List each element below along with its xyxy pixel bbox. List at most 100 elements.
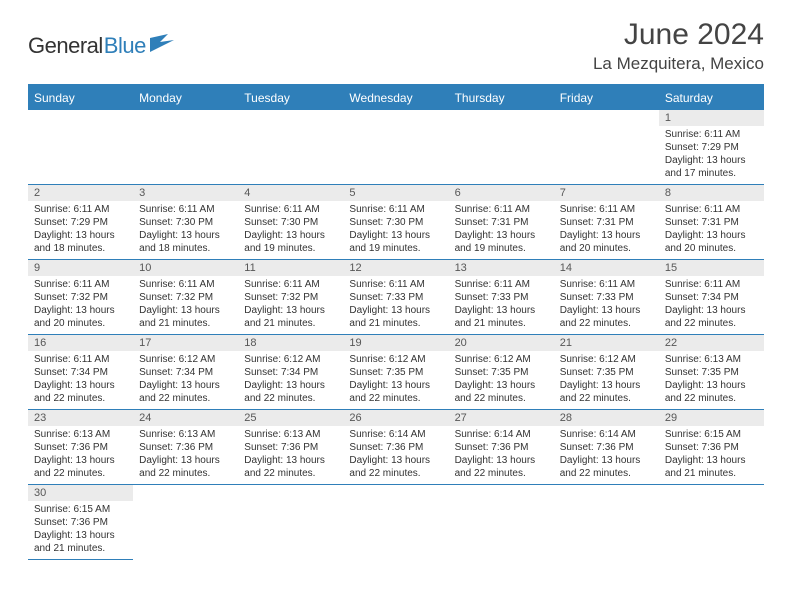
daylight-line-2: and 20 minutes. — [34, 317, 127, 330]
daylight-line-1: Daylight: 13 hours — [139, 379, 232, 392]
calendar-cell: 16Sunrise: 6:11 AMSunset: 7:34 PMDayligh… — [28, 335, 133, 410]
daylight-line-1: Daylight: 13 hours — [560, 304, 653, 317]
daylight-line-2: and 22 minutes. — [349, 392, 442, 405]
sunset-line: Sunset: 7:31 PM — [665, 216, 758, 229]
daylight-line-1: Daylight: 13 hours — [349, 304, 442, 317]
daylight-line-2: and 22 minutes. — [560, 317, 653, 330]
daylight-line-2: and 22 minutes. — [349, 467, 442, 480]
sunrise-line: Sunrise: 6:14 AM — [560, 428, 653, 441]
day-details: Sunrise: 6:11 AMSunset: 7:31 PMDaylight:… — [554, 201, 659, 259]
calendar-cell: 29Sunrise: 6:15 AMSunset: 7:36 PMDayligh… — [659, 410, 764, 485]
daylight-line-1: Daylight: 13 hours — [244, 379, 337, 392]
daylight-line-1: Daylight: 13 hours — [665, 379, 758, 392]
calendar-cell: 9Sunrise: 6:11 AMSunset: 7:32 PMDaylight… — [28, 260, 133, 335]
calendar-cell: 22Sunrise: 6:13 AMSunset: 7:35 PMDayligh… — [659, 335, 764, 410]
daylight-line-1: Daylight: 13 hours — [34, 304, 127, 317]
title-block: June 2024 La Mezquitera, Mexico — [593, 18, 764, 74]
calendar-cell: 7Sunrise: 6:11 AMSunset: 7:31 PMDaylight… — [554, 185, 659, 260]
sunset-line: Sunset: 7:36 PM — [560, 441, 653, 454]
calendar-week: 30Sunrise: 6:15 AMSunset: 7:36 PMDayligh… — [28, 485, 764, 560]
calendar-cell: 23Sunrise: 6:13 AMSunset: 7:36 PMDayligh… — [28, 410, 133, 485]
daylight-line-2: and 20 minutes. — [665, 242, 758, 255]
daylight-line-2: and 22 minutes. — [244, 467, 337, 480]
sunrise-line: Sunrise: 6:11 AM — [34, 278, 127, 291]
daylight-line-1: Daylight: 13 hours — [139, 229, 232, 242]
day-details: Sunrise: 6:11 AMSunset: 7:32 PMDaylight:… — [238, 276, 343, 334]
calendar-cell: 2Sunrise: 6:11 AMSunset: 7:29 PMDaylight… — [28, 185, 133, 260]
sunrise-line: Sunrise: 6:12 AM — [244, 353, 337, 366]
calendar-cell: 15Sunrise: 6:11 AMSunset: 7:34 PMDayligh… — [659, 260, 764, 335]
day-header-cell: Tuesday — [238, 86, 343, 110]
day-details: Sunrise: 6:11 AMSunset: 7:31 PMDaylight:… — [449, 201, 554, 259]
calendar-cell: 26Sunrise: 6:14 AMSunset: 7:36 PMDayligh… — [343, 410, 448, 485]
sunset-line: Sunset: 7:36 PM — [455, 441, 548, 454]
sunrise-line: Sunrise: 6:13 AM — [34, 428, 127, 441]
daylight-line-2: and 22 minutes. — [139, 392, 232, 405]
sunset-line: Sunset: 7:30 PM — [244, 216, 337, 229]
day-details: Sunrise: 6:11 AMSunset: 7:29 PMDaylight:… — [28, 201, 133, 259]
sunset-line: Sunset: 7:36 PM — [349, 441, 442, 454]
sunrise-line: Sunrise: 6:11 AM — [560, 203, 653, 216]
day-details: Sunrise: 6:13 AMSunset: 7:36 PMDaylight:… — [28, 426, 133, 484]
calendar-week: 23Sunrise: 6:13 AMSunset: 7:36 PMDayligh… — [28, 410, 764, 485]
daylight-line-2: and 21 minutes. — [244, 317, 337, 330]
day-details: Sunrise: 6:11 AMSunset: 7:32 PMDaylight:… — [28, 276, 133, 334]
sunset-line: Sunset: 7:36 PM — [34, 441, 127, 454]
sunrise-line: Sunrise: 6:11 AM — [665, 203, 758, 216]
sunrise-line: Sunrise: 6:11 AM — [349, 278, 442, 291]
sunset-line: Sunset: 7:34 PM — [665, 291, 758, 304]
sunrise-line: Sunrise: 6:11 AM — [244, 203, 337, 216]
date-number: 2 — [28, 185, 133, 201]
daylight-line-2: and 22 minutes. — [34, 392, 127, 405]
calendar-cell — [554, 485, 659, 560]
daylight-line-1: Daylight: 13 hours — [139, 304, 232, 317]
sunrise-line: Sunrise: 6:13 AM — [139, 428, 232, 441]
daylight-line-2: and 22 minutes. — [665, 317, 758, 330]
day-header-cell: Monday — [133, 86, 238, 110]
calendar-cell — [28, 110, 133, 185]
date-number: 27 — [449, 410, 554, 426]
sunset-line: Sunset: 7:34 PM — [139, 366, 232, 379]
calendar-cell — [238, 485, 343, 560]
sunset-line: Sunset: 7:36 PM — [34, 516, 127, 529]
daylight-line-2: and 22 minutes. — [34, 467, 127, 480]
page-title: June 2024 — [593, 18, 764, 52]
daylight-line-2: and 22 minutes. — [560, 392, 653, 405]
calendar-cell: 1Sunrise: 6:11 AMSunset: 7:29 PMDaylight… — [659, 110, 764, 185]
daylight-line-1: Daylight: 13 hours — [665, 229, 758, 242]
daylight-line-1: Daylight: 13 hours — [34, 229, 127, 242]
sunset-line: Sunset: 7:36 PM — [139, 441, 232, 454]
sunset-line: Sunset: 7:30 PM — [139, 216, 232, 229]
sunrise-line: Sunrise: 6:12 AM — [139, 353, 232, 366]
date-number: 23 — [28, 410, 133, 426]
day-details: Sunrise: 6:12 AMSunset: 7:35 PMDaylight:… — [449, 351, 554, 409]
sunrise-line: Sunrise: 6:11 AM — [560, 278, 653, 291]
location-label: La Mezquitera, Mexico — [593, 54, 764, 74]
daylight-line-1: Daylight: 13 hours — [455, 379, 548, 392]
sunrise-line: Sunrise: 6:14 AM — [455, 428, 548, 441]
sunrise-line: Sunrise: 6:15 AM — [665, 428, 758, 441]
sunset-line: Sunset: 7:32 PM — [34, 291, 127, 304]
date-number: 4 — [238, 185, 343, 201]
sunset-line: Sunset: 7:33 PM — [349, 291, 442, 304]
date-number: 17 — [133, 335, 238, 351]
sunset-line: Sunset: 7:36 PM — [665, 441, 758, 454]
calendar-week: 2Sunrise: 6:11 AMSunset: 7:29 PMDaylight… — [28, 185, 764, 260]
sunrise-line: Sunrise: 6:12 AM — [349, 353, 442, 366]
daylight-line-1: Daylight: 13 hours — [560, 454, 653, 467]
sunrise-line: Sunrise: 6:11 AM — [455, 203, 548, 216]
daylight-line-1: Daylight: 13 hours — [455, 454, 548, 467]
sunset-line: Sunset: 7:33 PM — [560, 291, 653, 304]
sunset-line: Sunset: 7:31 PM — [455, 216, 548, 229]
date-number: 6 — [449, 185, 554, 201]
calendar-cell — [554, 110, 659, 185]
calendar-cell — [133, 110, 238, 185]
date-number: 25 — [238, 410, 343, 426]
daylight-line-1: Daylight: 13 hours — [244, 454, 337, 467]
daylight-line-1: Daylight: 13 hours — [560, 379, 653, 392]
sunset-line: Sunset: 7:33 PM — [455, 291, 548, 304]
sunset-line: Sunset: 7:34 PM — [34, 366, 127, 379]
logo-text-blue: Blue — [104, 33, 146, 59]
date-number: 13 — [449, 260, 554, 276]
sunrise-line: Sunrise: 6:14 AM — [349, 428, 442, 441]
